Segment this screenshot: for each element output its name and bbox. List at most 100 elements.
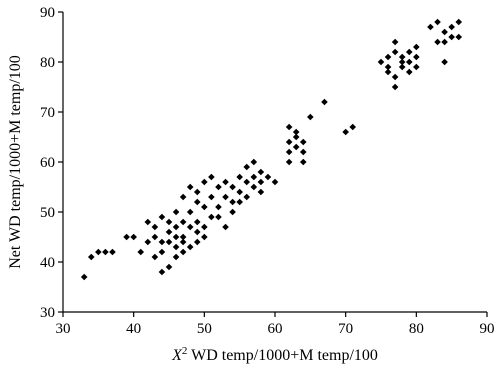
- y-axis-label: Net WD temp/1000+M temp/100: [7, 55, 24, 269]
- data-point: [158, 238, 166, 246]
- data-point: [229, 208, 236, 216]
- x-tick-label: 60: [268, 321, 283, 337]
- x-tick-label: 40: [126, 321, 141, 337]
- data-point: [193, 238, 201, 246]
- x-axis-label-text: WD temp/1000+M temp/100: [187, 347, 378, 364]
- data-point: [222, 223, 229, 231]
- y-tick-label: 80: [40, 55, 55, 71]
- data-point: [123, 233, 130, 241]
- data-point: [144, 218, 152, 226]
- data-point: [186, 223, 194, 231]
- data-point: [349, 123, 357, 131]
- data-point: [215, 203, 222, 211]
- y-tick-label: 30: [40, 305, 55, 321]
- data-point: [130, 233, 137, 241]
- data-point: [179, 248, 187, 256]
- x-axis-label-superscript: 2: [182, 345, 188, 357]
- data-point: [434, 38, 441, 46]
- data-point: [179, 238, 187, 246]
- data-point: [172, 208, 180, 216]
- data-point: [222, 178, 229, 186]
- x-tick-label: 50: [197, 321, 212, 337]
- data-point: [285, 138, 293, 146]
- data-point: [292, 143, 300, 151]
- data-point: [165, 228, 173, 236]
- data-point: [292, 128, 300, 136]
- data-point: [208, 213, 215, 221]
- data-point: [158, 213, 166, 221]
- data-point: [398, 53, 406, 61]
- x-axis-ticks: 30 40 50 60 70 80 90: [56, 312, 494, 337]
- x-tick-label: 90: [480, 321, 494, 337]
- data-point: [193, 228, 201, 236]
- data-point: [165, 218, 173, 226]
- data-point: [137, 248, 145, 256]
- y-tick-label: 90: [40, 5, 55, 21]
- data-point: [186, 183, 194, 191]
- data-point: [299, 148, 307, 156]
- data-point: [236, 173, 243, 181]
- data-point: [179, 233, 187, 241]
- data-point: [158, 248, 166, 256]
- y-tick-label: 50: [40, 205, 55, 221]
- y-tick-label: 40: [40, 255, 55, 271]
- data-point: [307, 113, 314, 121]
- data-point: [250, 158, 258, 166]
- data-point: [299, 138, 307, 146]
- data-point: [285, 148, 293, 156]
- data-point: [151, 253, 159, 261]
- data-point: [377, 58, 385, 66]
- data-point: [441, 58, 448, 66]
- plot-area: [62, 12, 487, 313]
- data-point: [271, 178, 279, 186]
- data-point: [448, 33, 455, 41]
- data-point: [299, 158, 307, 166]
- data-point: [87, 253, 95, 261]
- data-point: [201, 203, 208, 211]
- data-point: [413, 53, 420, 61]
- y-tick-label: 70: [40, 105, 55, 121]
- data-point: [250, 173, 258, 181]
- data-point: [455, 33, 463, 41]
- data-point: [193, 218, 201, 226]
- data-point: [172, 223, 180, 231]
- data-point: [427, 23, 434, 31]
- data-point: [391, 73, 399, 81]
- data-point: [384, 63, 392, 71]
- data-point: [448, 23, 455, 31]
- x-tick-label: 30: [56, 321, 71, 337]
- data-point: [441, 28, 448, 36]
- data-point: [285, 123, 293, 131]
- data-point: [257, 188, 265, 196]
- data-point: [222, 193, 229, 201]
- data-point: [384, 53, 392, 61]
- data-point: [229, 198, 236, 206]
- data-point: [405, 68, 413, 76]
- data-point: [193, 198, 201, 206]
- data-point: [342, 128, 349, 136]
- data-point: [165, 238, 173, 246]
- data-point: [285, 158, 293, 166]
- data-point: [158, 268, 166, 276]
- data-point: [102, 248, 109, 256]
- data-point: [391, 48, 399, 56]
- x-tick-label: 80: [409, 321, 424, 337]
- y-axis-ticks: 30 40 50 60 70 80 90: [40, 5, 63, 321]
- x-axis-label-symbol: X: [171, 347, 183, 364]
- data-point: [257, 168, 265, 176]
- data-point: [384, 68, 392, 76]
- data-point: [201, 178, 208, 186]
- data-point: [434, 18, 441, 26]
- data-point: [109, 248, 116, 256]
- data-point: [398, 58, 406, 66]
- data-point: [243, 178, 251, 186]
- data-point: [201, 223, 208, 231]
- data-point: [201, 233, 208, 241]
- data-point: [179, 218, 187, 226]
- data-point: [398, 63, 406, 71]
- data-point: [179, 193, 187, 201]
- data-point: [208, 173, 215, 181]
- data-point: [243, 163, 251, 171]
- data-point: [215, 213, 222, 221]
